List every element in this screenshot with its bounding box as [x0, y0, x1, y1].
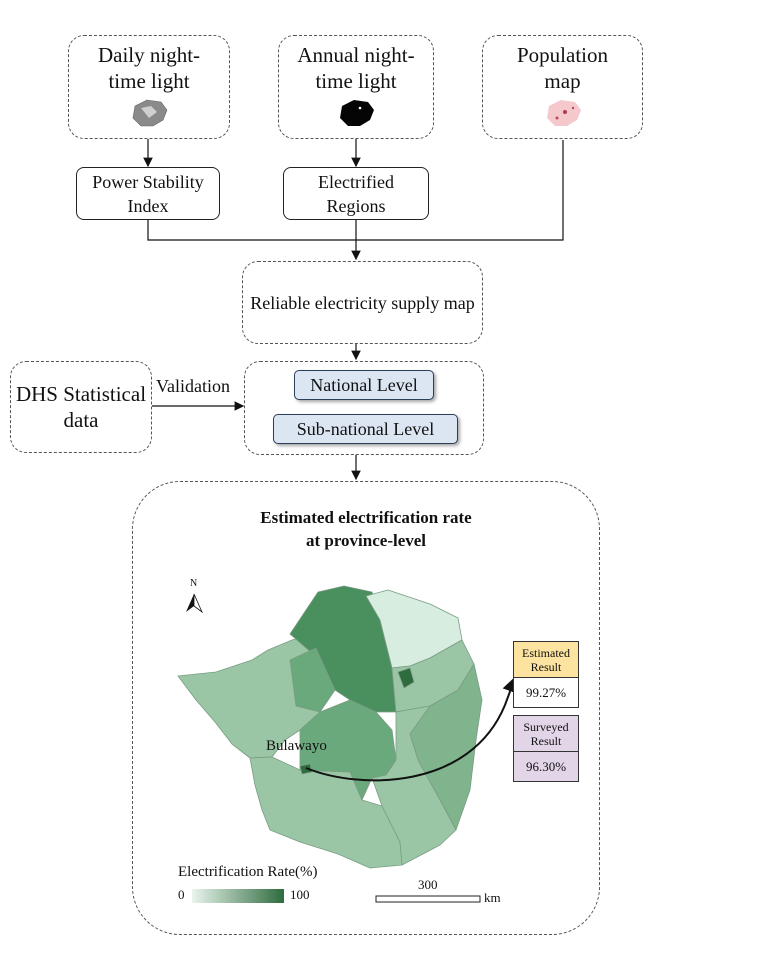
reliable-supply-map-label: Reliable electricity supply map	[250, 292, 475, 313]
province-harare	[397, 667, 415, 689]
reliable-supply-map-box: Reliable electricity supply map	[242, 261, 483, 344]
population-map-box: Population map	[482, 35, 643, 139]
scale-bar	[375, 895, 481, 903]
population-map-thumbnail	[546, 100, 581, 126]
legend-gradient-bar	[192, 889, 284, 903]
result-title-line2: at province-level	[305, 531, 427, 550]
validation-label: Validation	[156, 376, 230, 396]
electrified-regions-label: Electrified Regions	[318, 171, 394, 216]
annual-ntl-thumbnail	[340, 100, 374, 126]
population-map-label: Population map	[516, 43, 608, 93]
daily-ntl-thumbnail	[132, 99, 168, 127]
annual-ntl-box: Annual night-time light	[278, 35, 434, 139]
legend-min: 0	[178, 887, 185, 902]
dhs-box: DHS Statistical data	[10, 361, 152, 453]
scale-unit: km	[484, 890, 501, 905]
north-arrow-icon	[186, 593, 203, 614]
electrified-regions-box: Electrified Regions	[283, 167, 429, 220]
dhs-label: DHS Statistical data	[15, 382, 147, 432]
surveyed-result-header: Surveyed Result	[513, 715, 579, 752]
legend-title: Electrification Rate(%)	[178, 864, 318, 880]
province-west-subregion	[289, 647, 336, 713]
subnational-level-pill: Sub-national Level	[273, 414, 458, 444]
scale-value: 300	[418, 877, 438, 892]
estimated-result-header: Estimated Result	[513, 641, 579, 678]
legend-max: 100	[290, 887, 310, 902]
estimated-result-value: 99.27%	[513, 677, 579, 708]
psi-label: Power Stability Index	[92, 171, 204, 216]
north-label: N	[190, 578, 198, 589]
daily-ntl-label: Daily night-time light	[97, 43, 201, 93]
province-masvingo	[371, 705, 457, 866]
annual-ntl-label: Annual night-time light	[297, 43, 415, 93]
national-level-pill: National Level	[294, 370, 434, 400]
result-title-line1: Estimated electrification rate	[260, 508, 472, 527]
psi-box: Power Stability Index	[76, 167, 220, 220]
bulawayo-label: Bulawayo	[266, 738, 327, 754]
surveyed-result-value: 96.30%	[513, 751, 579, 782]
bulawayo-to-result-arrow	[305, 676, 518, 782]
daily-ntl-box: Daily night-time light	[68, 35, 230, 139]
